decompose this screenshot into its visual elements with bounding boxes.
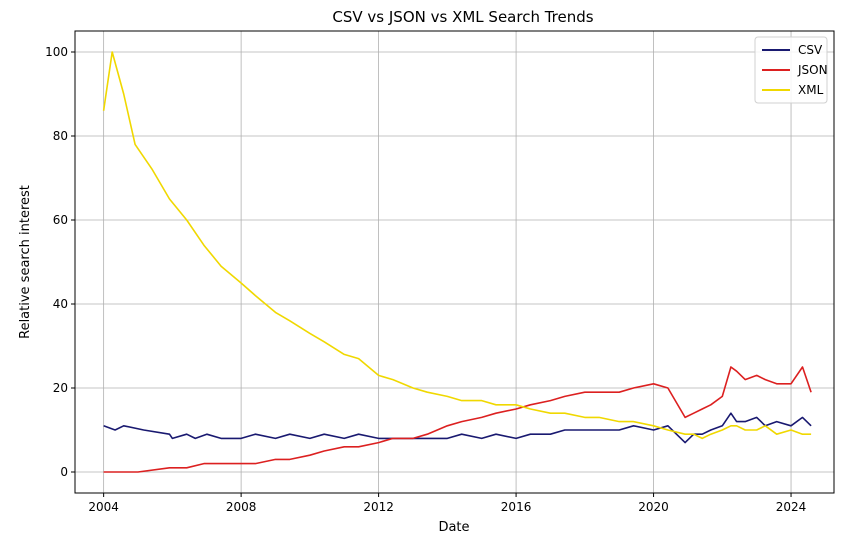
y-tick-label: 40 (53, 297, 68, 311)
x-tick-label: 2024 (776, 500, 807, 514)
legend-box (754, 36, 828, 104)
x-tick-label: 2016 (501, 500, 532, 514)
series-line-json (103, 366, 812, 473)
y-tick-label: 0 (60, 465, 68, 479)
legend-label: CSV (798, 43, 823, 57)
series-line-xml (102, 51, 812, 440)
y-tick-label: 20 (53, 381, 68, 395)
series-lines (102, 51, 812, 473)
chart-title: CSV vs JSON vs XML Search Trends (332, 8, 593, 26)
series-line-csv (103, 412, 812, 444)
y-tick-label: 80 (53, 129, 68, 143)
x-axis-label: Date (438, 520, 469, 535)
legend-label: XML (798, 83, 824, 97)
axis-ticks: 2004 2008 2012 2016 2020 2024 0 20 40 60 80 100 (45, 45, 806, 514)
grid-lines (75, 31, 834, 493)
x-tick-label: 2020 (638, 500, 669, 514)
x-tick-label: 2008 (226, 500, 257, 514)
x-tick-label: 2004 (88, 500, 119, 514)
plot-frame (74, 30, 835, 494)
y-tick-label: 60 (53, 213, 68, 227)
x-tick-label: 2012 (363, 500, 394, 514)
y-axis-label: Relative search interest (18, 185, 33, 339)
y-tick-label: 100 (45, 45, 68, 59)
legend-label: JSON (797, 63, 828, 77)
legend: CSV JSON XML (754, 36, 828, 104)
